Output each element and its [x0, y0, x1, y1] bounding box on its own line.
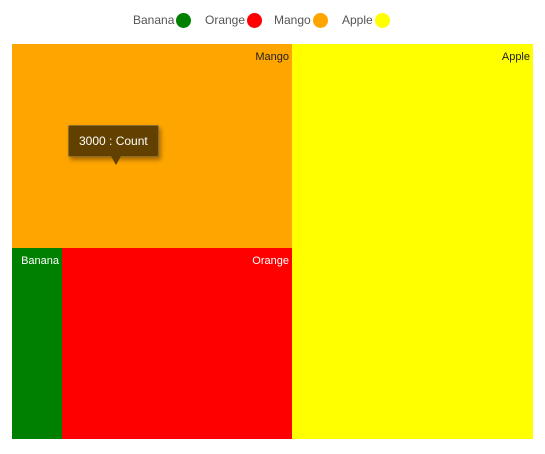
legend-label-mango: Mango	[274, 13, 311, 27]
legend-swatch-orange	[247, 12, 263, 28]
chart-legend: Banana Orange Mango Apple	[0, 9, 545, 31]
treemap-tile-orange[interactable]: Orange	[62, 248, 292, 439]
legend-item-apple[interactable]: Apple	[342, 9, 390, 31]
treemap-chart: Mango Apple Banana Orange	[12, 44, 533, 439]
treemap-tile-apple[interactable]: Apple	[292, 44, 533, 439]
chart-tooltip: 3000 : Count	[68, 125, 159, 165]
treemap-tile-banana[interactable]: Banana	[12, 248, 62, 439]
legend-item-orange[interactable]: Orange	[205, 9, 263, 31]
tile-label-mango: Mango	[255, 51, 289, 63]
tile-label-orange: Orange	[252, 255, 289, 267]
tile-label-apple: Apple	[501, 51, 530, 63]
legend-label-apple: Apple	[342, 13, 373, 27]
legend-label-orange: Orange	[205, 13, 246, 27]
legend-item-mango[interactable]: Mango	[274, 9, 328, 31]
legend-item-banana[interactable]: Banana	[133, 9, 192, 31]
legend-label-banana: Banana	[133, 13, 175, 27]
tile-label-banana: Banana	[21, 255, 59, 267]
legend-swatch-mango	[312, 12, 328, 28]
tooltip-text: 3000 : Count	[79, 134, 148, 148]
tooltip-pointer	[111, 156, 121, 165]
legend-swatch-banana	[176, 12, 192, 28]
legend-swatch-apple	[374, 12, 390, 28]
